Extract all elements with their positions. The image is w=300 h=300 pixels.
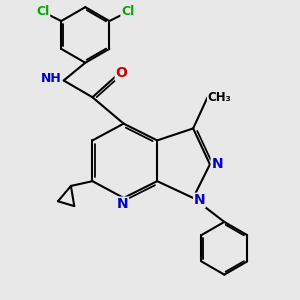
Text: CH₃: CH₃ <box>208 91 231 104</box>
Text: Cl: Cl <box>121 5 134 18</box>
Text: O: O <box>115 66 127 80</box>
Text: NH: NH <box>40 72 61 85</box>
Text: N: N <box>194 193 205 207</box>
Text: Cl: Cl <box>36 5 50 18</box>
Text: N: N <box>211 158 223 171</box>
Text: N: N <box>117 197 128 211</box>
